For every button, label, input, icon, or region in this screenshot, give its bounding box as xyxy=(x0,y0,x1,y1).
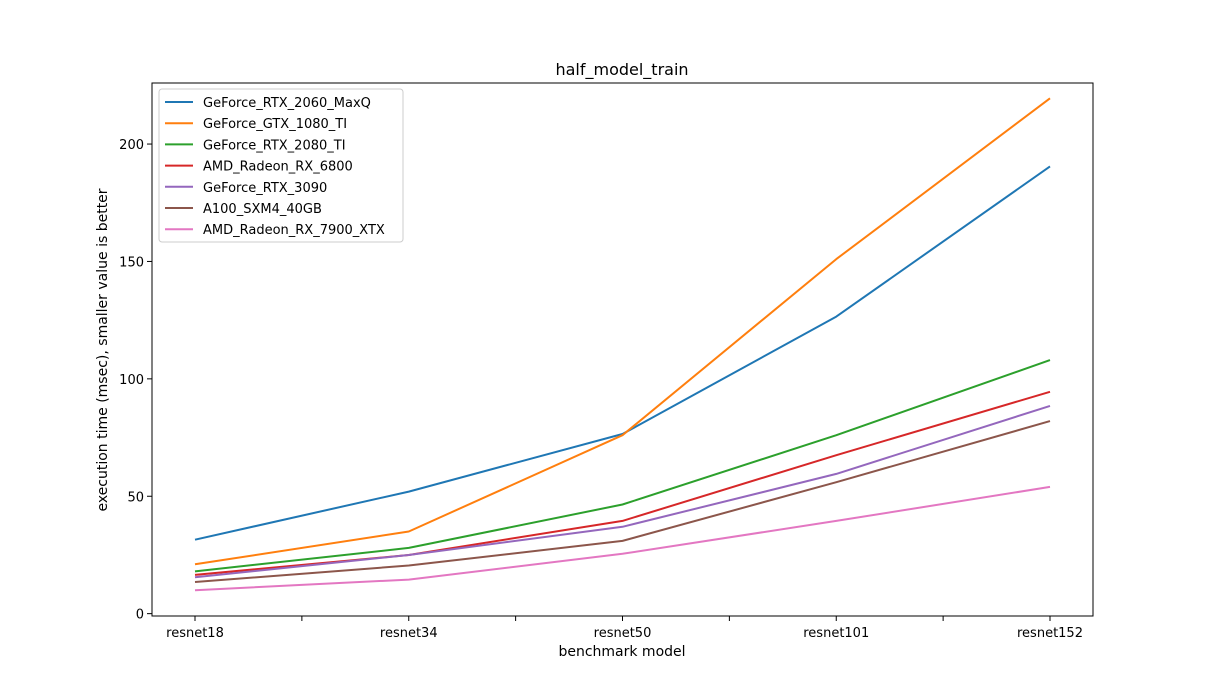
series-line-amd-radeon-rx-6800 xyxy=(194,390,1051,576)
series-line-geforce-gtx-1080-ti xyxy=(194,97,1051,566)
legend-label: GeForce_GTX_1080_TI xyxy=(203,117,347,132)
y-tick-label: 200 xyxy=(119,138,144,153)
y-axis: 0 50 100 150 200 xyxy=(119,138,152,623)
legend-box xyxy=(158,88,404,243)
y-tick-label: 50 xyxy=(127,490,144,505)
legend-label: GeForce_RTX_2080_TI xyxy=(203,138,346,153)
series-line-geforce-rtx-2080-ti xyxy=(194,359,1051,573)
legend-label: A100_SXM4_40GB xyxy=(203,202,322,217)
series-lines xyxy=(194,97,1051,592)
x-tick-label: resnet101 xyxy=(803,626,869,641)
x-axis-label: benchmark model xyxy=(558,644,685,660)
chart-title: half_model_train xyxy=(555,60,688,80)
y-tick-label: 150 xyxy=(119,255,144,270)
series-line-a100-sxm4-40gb xyxy=(194,420,1051,583)
y-tick-label: 0 xyxy=(136,608,144,623)
legend-label: GeForce_RTX_3090 xyxy=(203,181,327,196)
x-tick-label: resnet50 xyxy=(594,626,652,641)
legend-label: GeForce_RTX_2060_MaxQ xyxy=(203,96,371,111)
y-tick-label: 100 xyxy=(119,373,144,388)
legend-label: AMD_Radeon_RX_7900_XTX xyxy=(203,223,385,238)
series-line-amd-radeon-rx-7900-xtx xyxy=(194,485,1051,592)
legend-label: AMD_Radeon_RX_6800 xyxy=(203,160,353,175)
legend: GeForce_RTX_2060_MaxQ GeForce_GTX_1080_TI… xyxy=(158,88,404,243)
y-axis-label: execution time (msec), smaller value is … xyxy=(95,188,111,511)
x-tick-label: resnet18 xyxy=(166,626,224,641)
x-tick-label: resnet34 xyxy=(380,626,438,641)
x-axis: resnet18 resnet34 resnet50 resnet101 resnet1… xyxy=(166,616,1083,641)
x-tick-label: resnet152 xyxy=(1017,626,1083,641)
series-line-geforce-rtx-3090 xyxy=(194,404,1051,579)
